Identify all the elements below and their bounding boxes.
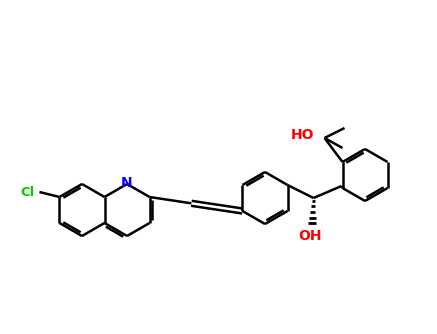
Text: N: N bbox=[121, 176, 133, 190]
Text: HO: HO bbox=[291, 128, 314, 142]
Text: Cl: Cl bbox=[21, 185, 35, 198]
Text: OH: OH bbox=[298, 229, 321, 243]
